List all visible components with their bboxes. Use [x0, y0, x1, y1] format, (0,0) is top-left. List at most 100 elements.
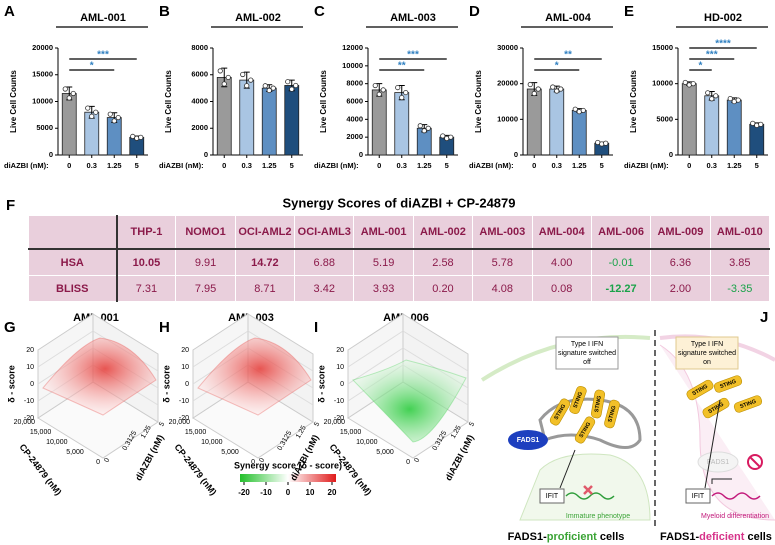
- data-point: [221, 81, 227, 87]
- data-point: [399, 94, 405, 101]
- bar: [61, 93, 77, 156]
- x-tick-label: 15,000: [340, 429, 362, 436]
- prohibited: [749, 456, 761, 468]
- fads1-protein: [508, 430, 548, 450]
- data-point: [531, 90, 537, 97]
- sig-label: *: [90, 61, 94, 72]
- chart-title: AML-002: [235, 12, 281, 24]
- data-point: [425, 125, 431, 131]
- wall-grid: [37, 330, 94, 368]
- data-point: [535, 86, 541, 92]
- column-header: AML-003: [472, 215, 533, 250]
- x-axis-label: diAZBI (nM):: [159, 161, 204, 170]
- sig-label: ***: [407, 50, 419, 61]
- data-point: [421, 128, 427, 134]
- data-point: [713, 93, 719, 99]
- z-tick-label: 0: [30, 381, 34, 388]
- dna: [711, 492, 761, 500]
- bar: [549, 88, 565, 156]
- x-tick-label: 0: [251, 459, 255, 466]
- panel-letter: H: [159, 319, 170, 336]
- table-cell: 4.00: [531, 248, 592, 276]
- x-tick-label: 0: [532, 161, 536, 170]
- x-tick-label: 1.25: [107, 161, 122, 170]
- x-tick-label: 5: [135, 161, 139, 170]
- data-point: [289, 86, 295, 92]
- y-tick-label: 8000: [346, 79, 363, 88]
- sig-label: ***: [97, 50, 109, 61]
- data-point: [62, 86, 68, 92]
- prohibited: [747, 454, 763, 470]
- z-tick-label: -20: [179, 415, 189, 422]
- gene-label: IFIT: [546, 493, 559, 500]
- colorbar-title: Synergy score (δ - score): [234, 460, 342, 470]
- data-point: [244, 83, 250, 89]
- x-axis-label: diAZBI (nM):: [624, 161, 669, 170]
- column-header: AML-006: [590, 215, 652, 250]
- colorbar: [240, 474, 336, 482]
- data-point: [66, 95, 72, 101]
- x-axis-label: diAZBI (nM):: [314, 161, 359, 170]
- box-text-holder: Type I IFN signature switched on: [678, 341, 736, 366]
- x-tick-label: 0: [67, 161, 71, 170]
- y-tick-label: 15000: [652, 43, 673, 52]
- caption: FADS1-proficient cells: [508, 531, 625, 543]
- data-point: [750, 120, 756, 126]
- y-tick-label: 4000: [346, 114, 363, 123]
- data-point: [580, 107, 586, 114]
- table-cell: 14.72: [234, 248, 296, 276]
- panel-letter: C: [314, 3, 325, 20]
- y-tick-label: 6000: [346, 96, 363, 105]
- column-header: OCI-AML2: [234, 215, 296, 250]
- x-tick-label: 0.3: [397, 161, 407, 170]
- x-tick-label: 0.3: [242, 161, 252, 170]
- bar: [261, 87, 277, 156]
- z-axis-label: δ - score: [161, 365, 171, 402]
- bar: [216, 77, 232, 156]
- y-tick-label: 0: [669, 150, 673, 159]
- data-point: [285, 79, 291, 85]
- table-cell: 7.95: [175, 275, 236, 302]
- x-tick-label: 10,000: [356, 439, 378, 446]
- data-point: [293, 82, 299, 89]
- data-point: [225, 74, 231, 81]
- data-point: [248, 77, 254, 83]
- table-cell: -3.35: [709, 275, 771, 302]
- y-tick-label: 0: [49, 150, 53, 159]
- arrow: [704, 399, 721, 489]
- data-point: [138, 134, 144, 140]
- y-tick-label: 8000: [191, 43, 208, 52]
- data-point: [217, 68, 223, 74]
- y-axis-label: Live Cell Counts: [474, 70, 483, 133]
- data-point: [270, 85, 276, 91]
- z-tick-label: -20: [334, 415, 344, 422]
- panel-letter: D: [469, 3, 480, 20]
- surface: [197, 337, 312, 416]
- table-cell: 0.20: [412, 275, 474, 302]
- z-tick-label: -10: [179, 398, 189, 405]
- data-point: [727, 95, 733, 102]
- panel-letter: J: [760, 309, 768, 326]
- x-tick-label: 5: [755, 161, 759, 170]
- y-tick-label: 0: [204, 150, 208, 159]
- row-header: BLISS: [28, 275, 118, 302]
- y-tick-label: 30000: [497, 43, 518, 52]
- y-tick-label: 4000: [191, 96, 208, 105]
- table-row: HSA 10.05 9.91 14.72 6.88 5.19 2.58 5.78 4.00 -0.…: [28, 248, 771, 276]
- y-tick-label: 6000: [191, 70, 208, 79]
- column-header: OCI-AML3: [294, 215, 355, 250]
- arrow: [711, 478, 732, 484]
- sig-label: ****: [715, 39, 731, 50]
- box: [675, 336, 739, 370]
- x-tick-label: 10,000: [46, 439, 68, 446]
- x-tick-label: 0.3: [552, 161, 562, 170]
- data-point: [550, 84, 556, 90]
- y-axis-label: Live Cell Counts: [164, 70, 173, 133]
- data-point: [266, 87, 272, 94]
- caption-part: FADS1-: [660, 531, 699, 543]
- table-cell: 4.08: [472, 275, 533, 302]
- surface: [352, 359, 467, 443]
- colorbar-tick-label: 0: [286, 488, 291, 497]
- table-cell: 2.00: [650, 275, 711, 302]
- table-cell: 0.08: [531, 275, 592, 302]
